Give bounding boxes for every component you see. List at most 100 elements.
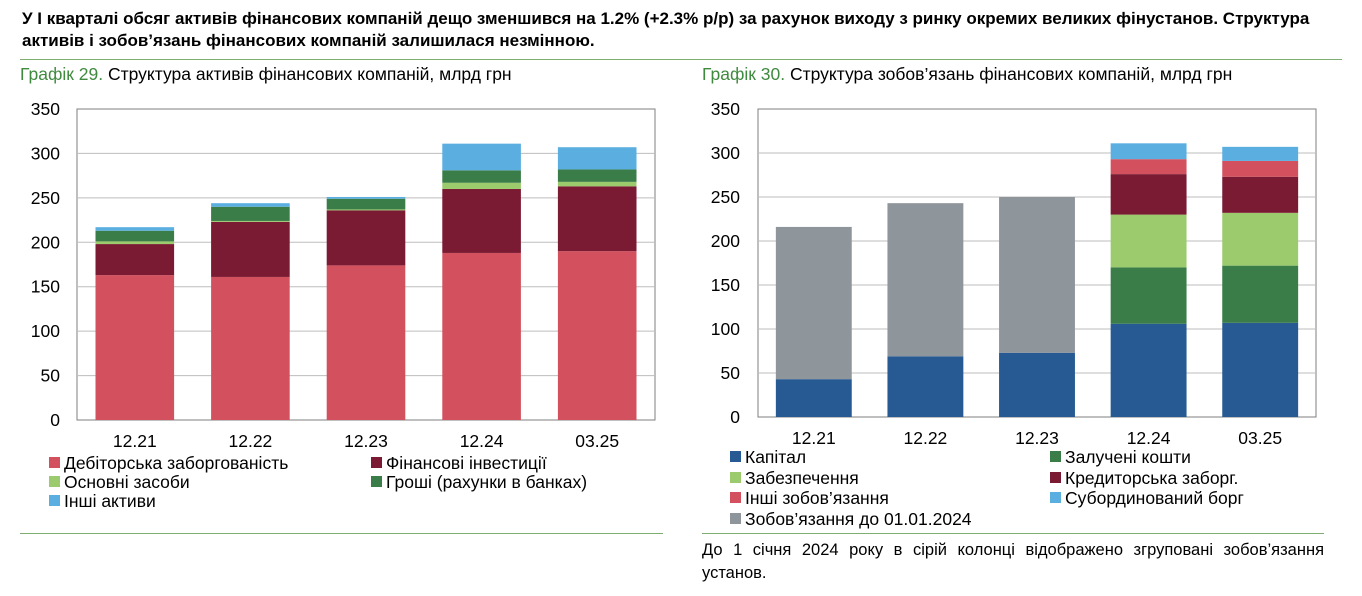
chart1-title-text: Структура активів фінансових компаній, м… [107, 64, 512, 84]
chart1-bar-segment [442, 252, 521, 420]
chart2-bottom-rule [702, 533, 1324, 534]
chart2-bar-segment [1222, 176, 1299, 213]
chart1-ytick-label: 200 [31, 232, 60, 252]
chart2-ytick-label: 300 [711, 143, 740, 163]
chart1-legend-item: Фінансові інвестиції [371, 454, 547, 473]
chart2-ytick-label: 150 [711, 275, 740, 295]
chart2-xtick-label: 12.22 [904, 428, 948, 448]
chart2-legend-item: Субординований борг [1050, 489, 1244, 508]
chart2-ytick-label: 0 [730, 407, 740, 427]
chart2-xtick-label: 12.23 [1015, 428, 1059, 448]
chart2-legend-label: Субординований борг [1065, 488, 1244, 508]
chart2-bar-segment [1222, 160, 1299, 177]
chart1-legend-swatch [371, 476, 382, 487]
chart2-legend-label: Інші зобов’язання [745, 488, 889, 508]
chart1-xtick-label: 03.25 [575, 431, 619, 451]
chart1-bar-segment [557, 147, 637, 170]
chart2-legend-label: Капітал [745, 447, 807, 467]
chart1-legend-label: Гроші (рахунки в банках) [386, 472, 588, 492]
chart2-bar-segment [775, 379, 852, 417]
chart1-bar-segment [442, 143, 521, 171]
chart1-legend-label: Дебіторська заборгованість [64, 453, 289, 473]
chart1-ytick-label: 0 [50, 410, 60, 430]
chart2-legend-item: Капітал [730, 448, 806, 467]
chart1-bar-segment [211, 276, 290, 420]
chart1-legend-item: Основні засоби [49, 473, 190, 492]
chart2-bar-segment [1222, 265, 1299, 323]
chart1-xtick-label: 12.21 [113, 431, 157, 451]
chart1-legend-item: Дебіторська заборгованість [49, 454, 288, 473]
chart2-xtick-label: 12.21 [792, 428, 836, 448]
chart1-xtick-label: 12.22 [229, 431, 273, 451]
chart1-legend-label: Фінансові інвестиції [386, 453, 547, 473]
chart2-legend-item: Зобов’язання до 01.01.2024 [730, 510, 972, 529]
chart2-legend-swatch [730, 451, 741, 462]
chart2-bar-segment [1110, 143, 1187, 160]
chart1-bar-segment [211, 206, 290, 221]
chart2-legend-label: Забезпечення [745, 468, 859, 488]
chart1-title: Графік 29. Структура активів фінансових … [20, 64, 512, 85]
chart1-number: Графік 29. [20, 64, 104, 84]
chart1-legend-swatch [49, 476, 60, 487]
chart1-bar-segment [326, 209, 406, 211]
chart1-legend-item: Інші активи [49, 492, 156, 511]
chart1-ytick-label: 350 [31, 99, 60, 119]
chart2-bar-segment [1110, 159, 1187, 175]
chart2-bar-segment [1110, 214, 1187, 268]
chart1-bar-segment [557, 169, 637, 182]
chart2-bar-segment [1110, 323, 1187, 417]
chart1-bar-segment [211, 203, 290, 207]
chart1-bar-segment [95, 275, 175, 420]
chart2-bar-segment [1222, 146, 1299, 161]
chart1-ytick-label: 150 [31, 277, 60, 297]
chart1-ytick-label: 250 [31, 188, 60, 208]
chart1-bar-segment [95, 241, 175, 245]
chart2-xtick-label: 03.25 [1238, 428, 1282, 448]
chart1-bar-segment [326, 265, 406, 420]
chart1-legend-swatch [371, 457, 382, 468]
chart1-legend-swatch [49, 457, 60, 468]
chart1-bar-segment [95, 230, 175, 242]
chart1-ytick-label: 100 [31, 321, 60, 341]
chart1-legend-item: Гроші (рахунки в банках) [371, 473, 587, 492]
chart1-plot: 0 50 100 150 200 250 300 350 12.21 12.22 12.23 12.2… [31, 99, 656, 451]
chart1-legend-label: Інші активи [64, 491, 156, 511]
chart2-bar-segment [1222, 212, 1299, 266]
chart1-bar-segment [95, 227, 175, 231]
chart2-legend-swatch [1050, 472, 1061, 483]
chart1-bar-segment [211, 220, 290, 222]
chart1-xtick-label: 12.24 [460, 431, 504, 451]
chart1-bar-segment [557, 186, 637, 252]
chart2-legend-swatch [730, 472, 741, 483]
chart2-legend-item: Інші зобов’язання [730, 489, 889, 508]
chart2-number: Графік 30. [702, 64, 786, 84]
chart2-note: До 1 січня 2024 року в сірій колонці від… [702, 541, 1324, 582]
chart2-bar-segment [1222, 322, 1299, 417]
chart2-bar-segment [887, 203, 964, 357]
chart1-ytick-label: 50 [41, 366, 61, 386]
chart2-xtick-label: 12.24 [1127, 428, 1171, 448]
chart1-bar-segment [557, 181, 637, 187]
chart2-ytick-label: 100 [711, 319, 740, 339]
chart2-ytick-label: 250 [711, 187, 740, 207]
chart2-ytick-label: 350 [711, 99, 740, 119]
chart2-ytick-label: 200 [711, 231, 740, 251]
chart2-legend-item: Забезпечення [730, 469, 859, 488]
chart2-legend-swatch [1050, 492, 1061, 503]
chart1-xtick-label: 12.23 [344, 431, 388, 451]
chart2-legend-item: Залучені кошти [1050, 448, 1191, 467]
chart2-bar-segment [999, 197, 1075, 353]
chart2-plot: 0 50 100 150 200 250 300 350 12.21 12.22 12.23 12.2… [711, 99, 1317, 448]
chart2-legend-label: Кредиторська заборг. [1065, 468, 1239, 488]
chart2-legend-label: Залучені кошти [1065, 447, 1191, 467]
chart2-legend-swatch [1050, 451, 1061, 462]
chart2-title-text: Структура зобов’язань фінансових компані… [789, 64, 1233, 84]
chart2-legend-swatch [730, 513, 741, 524]
chart1-ytick-label: 300 [31, 143, 60, 163]
chart2-legend-swatch [730, 492, 741, 503]
chart1-bar-segment [442, 170, 521, 183]
chart1-bottom-rule [20, 533, 663, 534]
chart2-bar-segment [999, 352, 1075, 417]
chart2-legend-label: Зобов’язання до 01.01.2024 [745, 509, 972, 529]
chart2-bar-segment [887, 356, 964, 417]
